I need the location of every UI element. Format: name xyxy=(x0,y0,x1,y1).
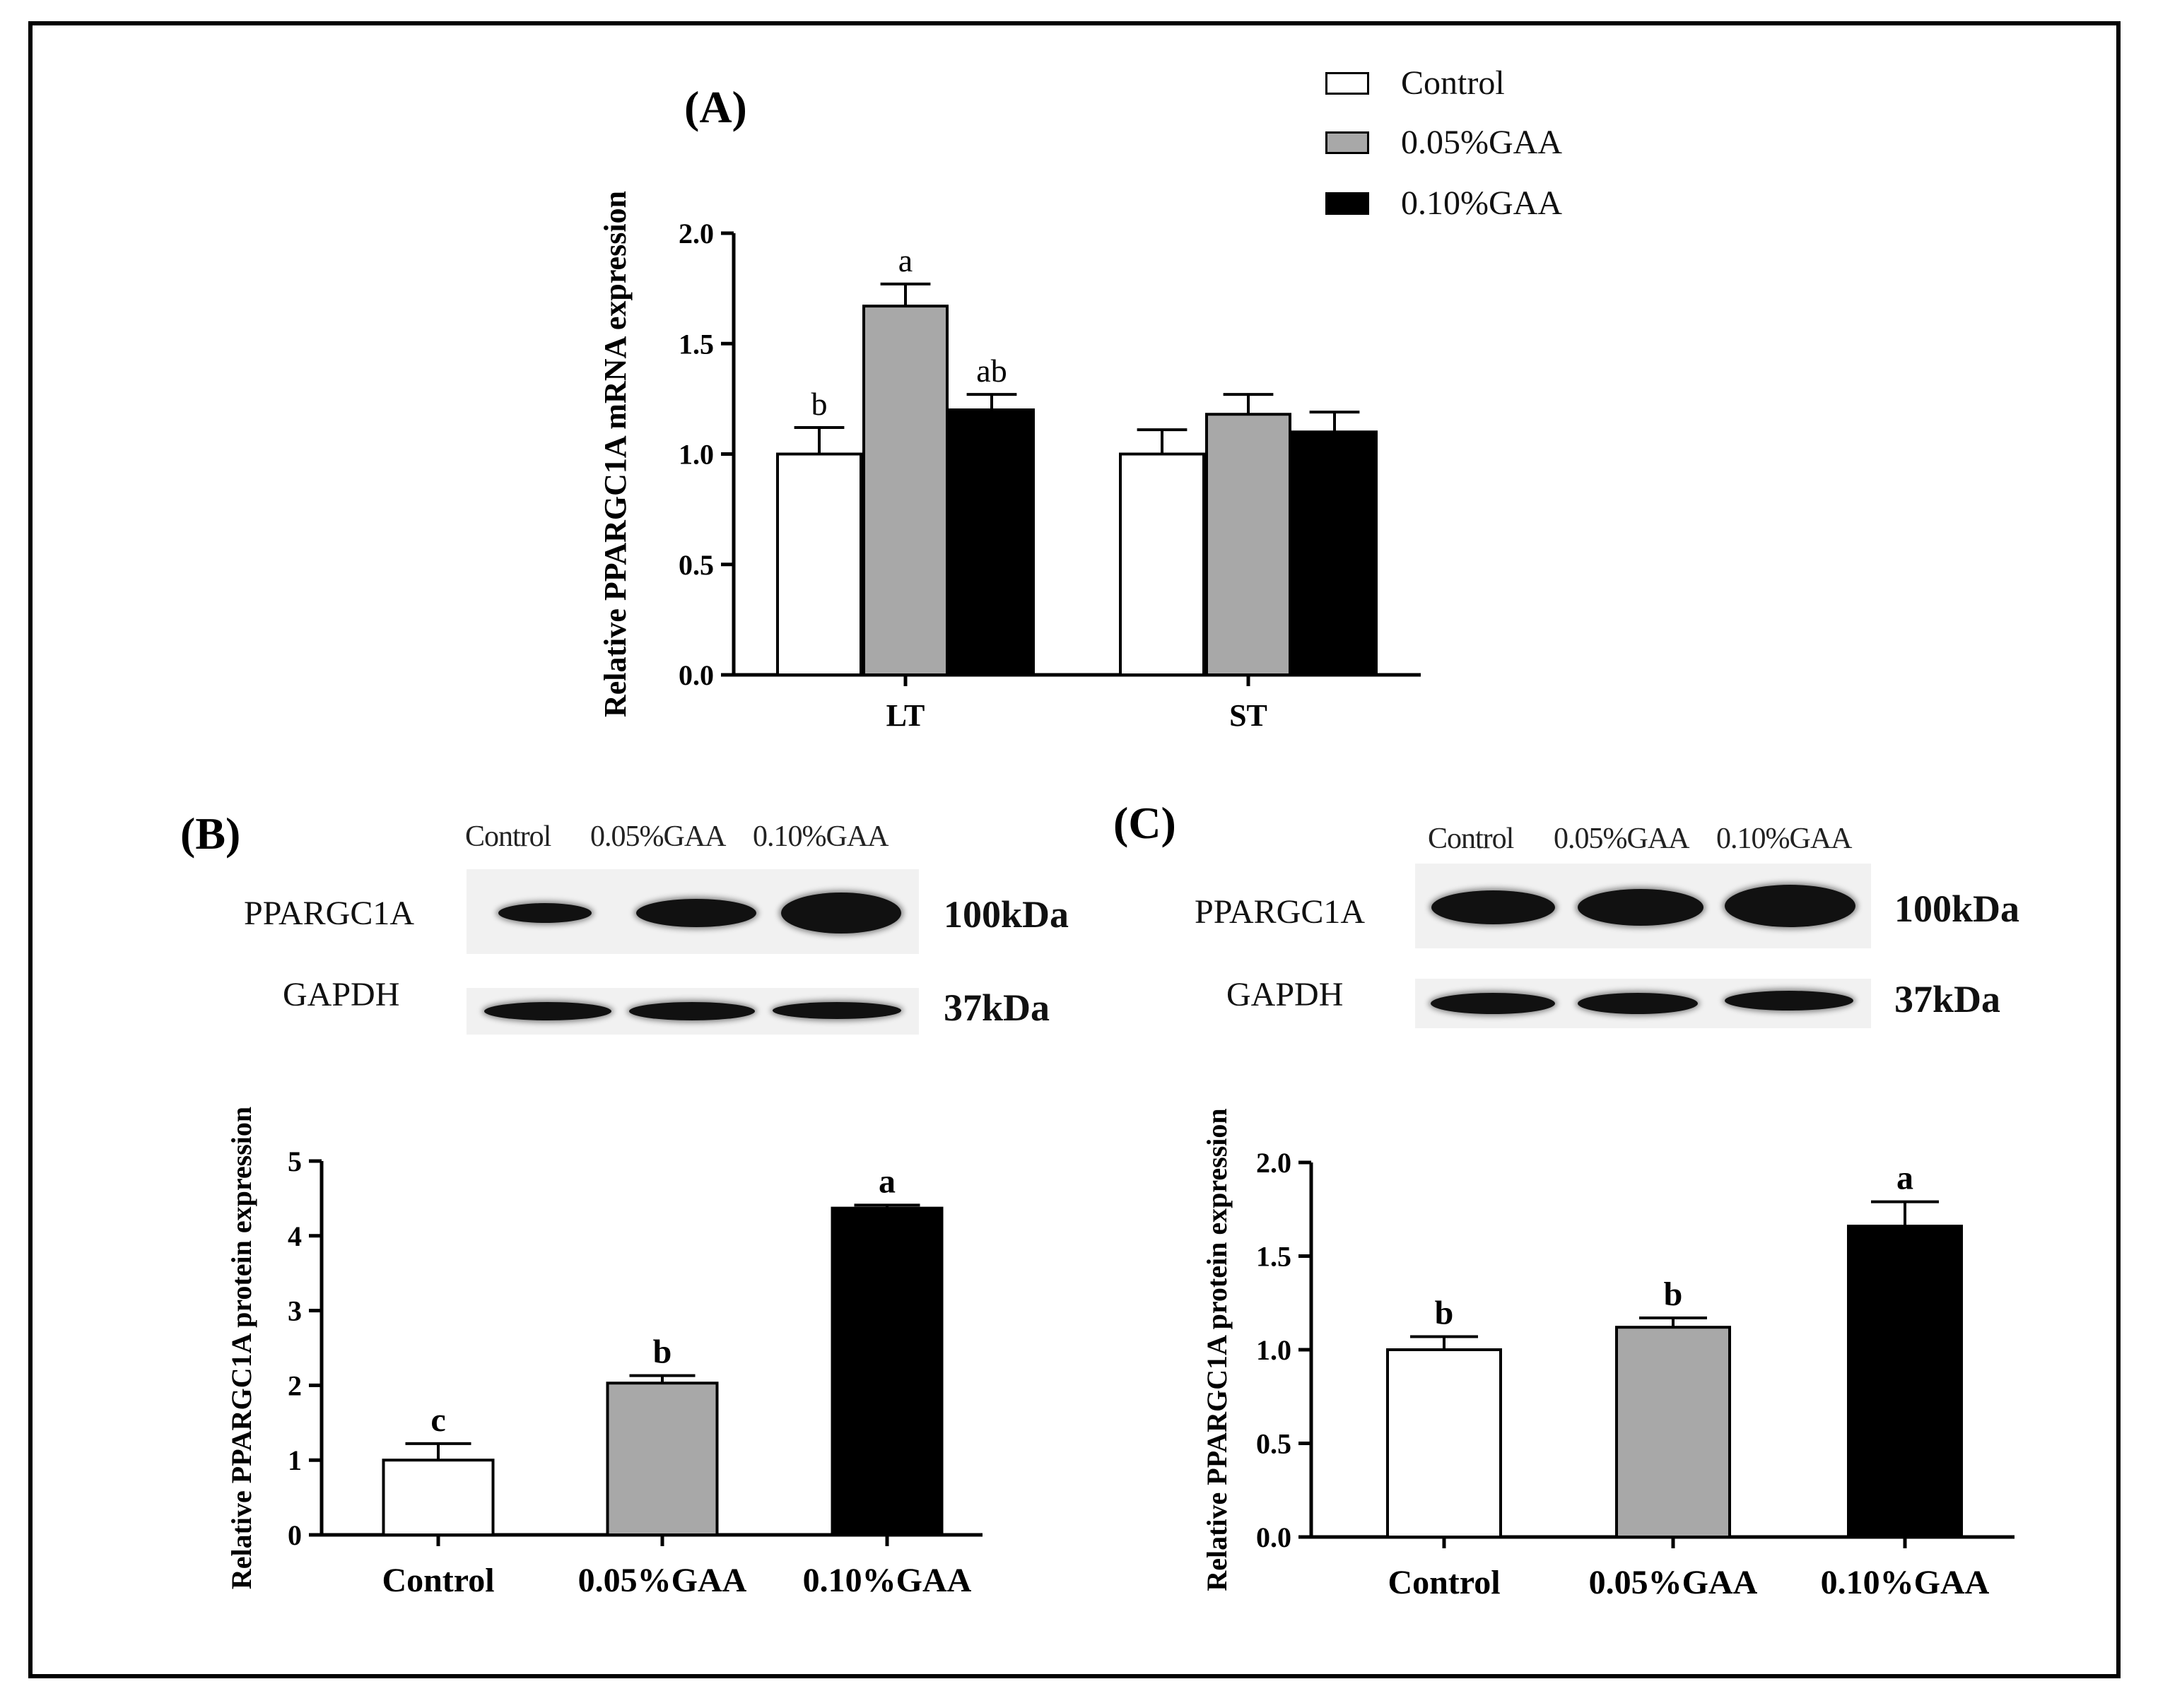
y-tick-label: 2.0 xyxy=(1256,1147,1291,1179)
blot-c-kda-gapdh: 37kDa xyxy=(1894,978,2001,1020)
blot-b-membrane-ppargc1a xyxy=(467,869,919,954)
y-tick-label: 0.5 xyxy=(679,549,714,581)
panel-b-letter: (B) xyxy=(180,808,241,859)
blot-b-band-ppargc1a-control xyxy=(498,903,592,923)
bar xyxy=(862,305,949,676)
y-tick-label: 4 xyxy=(288,1220,302,1252)
blot-b-membrane-gapdh xyxy=(467,988,919,1035)
x-tick-label: 0.10%GAA xyxy=(803,1562,972,1599)
y-tick-label: 0.0 xyxy=(679,659,714,691)
significance-label: a xyxy=(898,242,913,278)
blot-c-membrane-gapdh xyxy=(1415,979,1871,1028)
bar xyxy=(1205,413,1291,676)
blot-b-lane-control: Control xyxy=(465,820,551,853)
y-tick-label: 3 xyxy=(288,1295,302,1327)
y-tick-label: 0 xyxy=(288,1519,302,1551)
y-tick-label: 1.5 xyxy=(679,328,714,360)
blot-b-band-ppargc1a-gaa010 xyxy=(781,893,901,933)
y-tick-label: 1.0 xyxy=(1256,1334,1291,1366)
bar xyxy=(1847,1225,1963,1538)
y-axis-label: Relative PPARGC1A protein expression xyxy=(225,1107,257,1589)
blot-c-lane-gaa010: 0.10%GAA xyxy=(1716,823,1852,855)
blot-c-band-gapdh-gaa010 xyxy=(1725,991,1853,1011)
figure-frame xyxy=(28,21,2121,1678)
x-tick-label: 0.10%GAA xyxy=(1821,1564,1990,1601)
x-tick-label: LT xyxy=(886,698,925,733)
blot-c-band-gapdh-control xyxy=(1431,993,1555,1014)
panel-a-letter: (A) xyxy=(684,82,747,132)
blot-b-band-ppargc1a-gaa005 xyxy=(636,899,756,927)
y-tick-label: 2 xyxy=(288,1370,302,1401)
blot-c-band-gapdh-gaa005 xyxy=(1578,993,1698,1014)
bar xyxy=(1119,452,1205,676)
chart-b: 0 1 2 3 4 5 Relative PPARGC1A protein expressi… xyxy=(225,1107,983,1599)
significance-label: c xyxy=(430,1401,445,1439)
significance-label: b xyxy=(653,1333,672,1371)
blot-c-band-ppargc1a-gaa010 xyxy=(1725,885,1855,927)
blot-b-lane-gaa005: 0.05%GAA xyxy=(590,820,726,853)
bar xyxy=(382,1459,495,1537)
y-tick-label: 1.0 xyxy=(679,439,714,471)
x-tick-label: Control xyxy=(382,1562,494,1599)
legend-label-gaa005: 0.05%GAA xyxy=(1401,124,1562,161)
y-axis-label: Relative PPARGC1A mRNA expression xyxy=(598,191,633,717)
bar xyxy=(1291,430,1378,676)
y-tick-label: 5 xyxy=(288,1145,302,1177)
blot-c-lane-gaa005: 0.05%GAA xyxy=(1554,823,1689,855)
bar xyxy=(1386,1348,1502,1538)
significance-label: a xyxy=(879,1162,896,1200)
chart-a: 0.0 0.5 1.0 1.5 2.0 Relative PPARGC1A mRNA ex… xyxy=(598,191,1421,733)
blot-c-lane-control: Control xyxy=(1428,823,1514,855)
blot-c-membrane-ppargc1a xyxy=(1415,864,1871,948)
significance-label: ab xyxy=(976,353,1007,389)
y-tick-label: 2.0 xyxy=(679,218,714,249)
chart-c: 0.0 0.5 1.0 1.5 2.0 Relative PPARGC1A protein… xyxy=(1201,1108,2015,1601)
bar xyxy=(606,1382,719,1537)
blot-c-band-ppargc1a-gaa005 xyxy=(1578,889,1703,926)
y-tick-label: 1.5 xyxy=(1256,1241,1291,1273)
blot-b-lane-gaa010: 0.10%GAA xyxy=(753,820,889,853)
significance-label: b xyxy=(1435,1294,1454,1331)
blot-c-kda-ppargc1a: 100kDa xyxy=(1894,888,2020,930)
legend-swatch-gaa005 xyxy=(1325,131,1369,154)
panel-c-letter: (C) xyxy=(1113,798,1176,848)
bar xyxy=(1615,1326,1731,1538)
bar xyxy=(776,452,862,676)
significance-label: b xyxy=(811,386,828,422)
y-axis-label: Relative PPARGC1A protein expression xyxy=(1201,1108,1233,1591)
x-tick-label: 0.05%GAA xyxy=(1589,1564,1758,1601)
bar xyxy=(949,408,1035,676)
bar xyxy=(831,1206,944,1537)
blot-b-band-gapdh-gaa010 xyxy=(773,1002,901,1019)
legend-label-control: Control xyxy=(1401,64,1505,102)
significance-label: a xyxy=(1896,1160,1913,1197)
blot-c-protein-ppargc1a: PPARGC1A xyxy=(1195,893,1366,931)
y-tick-label: 0.5 xyxy=(1256,1428,1291,1460)
legend-swatch-gaa010 xyxy=(1325,192,1369,215)
blot-b-kda-ppargc1a: 100kDa xyxy=(944,893,1069,936)
blot-c-band-ppargc1a-control xyxy=(1431,890,1555,924)
blot-c-protein-gapdh: GAPDH xyxy=(1226,976,1344,1013)
x-tick-label: Control xyxy=(1388,1564,1500,1601)
x-tick-label: 0.05%GAA xyxy=(578,1562,747,1599)
x-tick-label: ST xyxy=(1229,698,1267,733)
y-tick-label: 1 xyxy=(288,1444,302,1476)
blot-b-protein-ppargc1a: PPARGC1A xyxy=(244,895,415,932)
blot-b-band-gapdh-control xyxy=(484,1002,611,1020)
legend-label-gaa010: 0.10%GAA xyxy=(1401,184,1562,222)
blot-b-protein-gapdh: GAPDH xyxy=(283,976,400,1013)
legend-swatch-control xyxy=(1325,72,1369,95)
y-tick-label: 0.0 xyxy=(1256,1521,1291,1553)
significance-label: b xyxy=(1664,1276,1683,1313)
blot-b-band-gapdh-gaa005 xyxy=(629,1002,755,1020)
blot-b-kda-gapdh: 37kDa xyxy=(944,986,1050,1029)
